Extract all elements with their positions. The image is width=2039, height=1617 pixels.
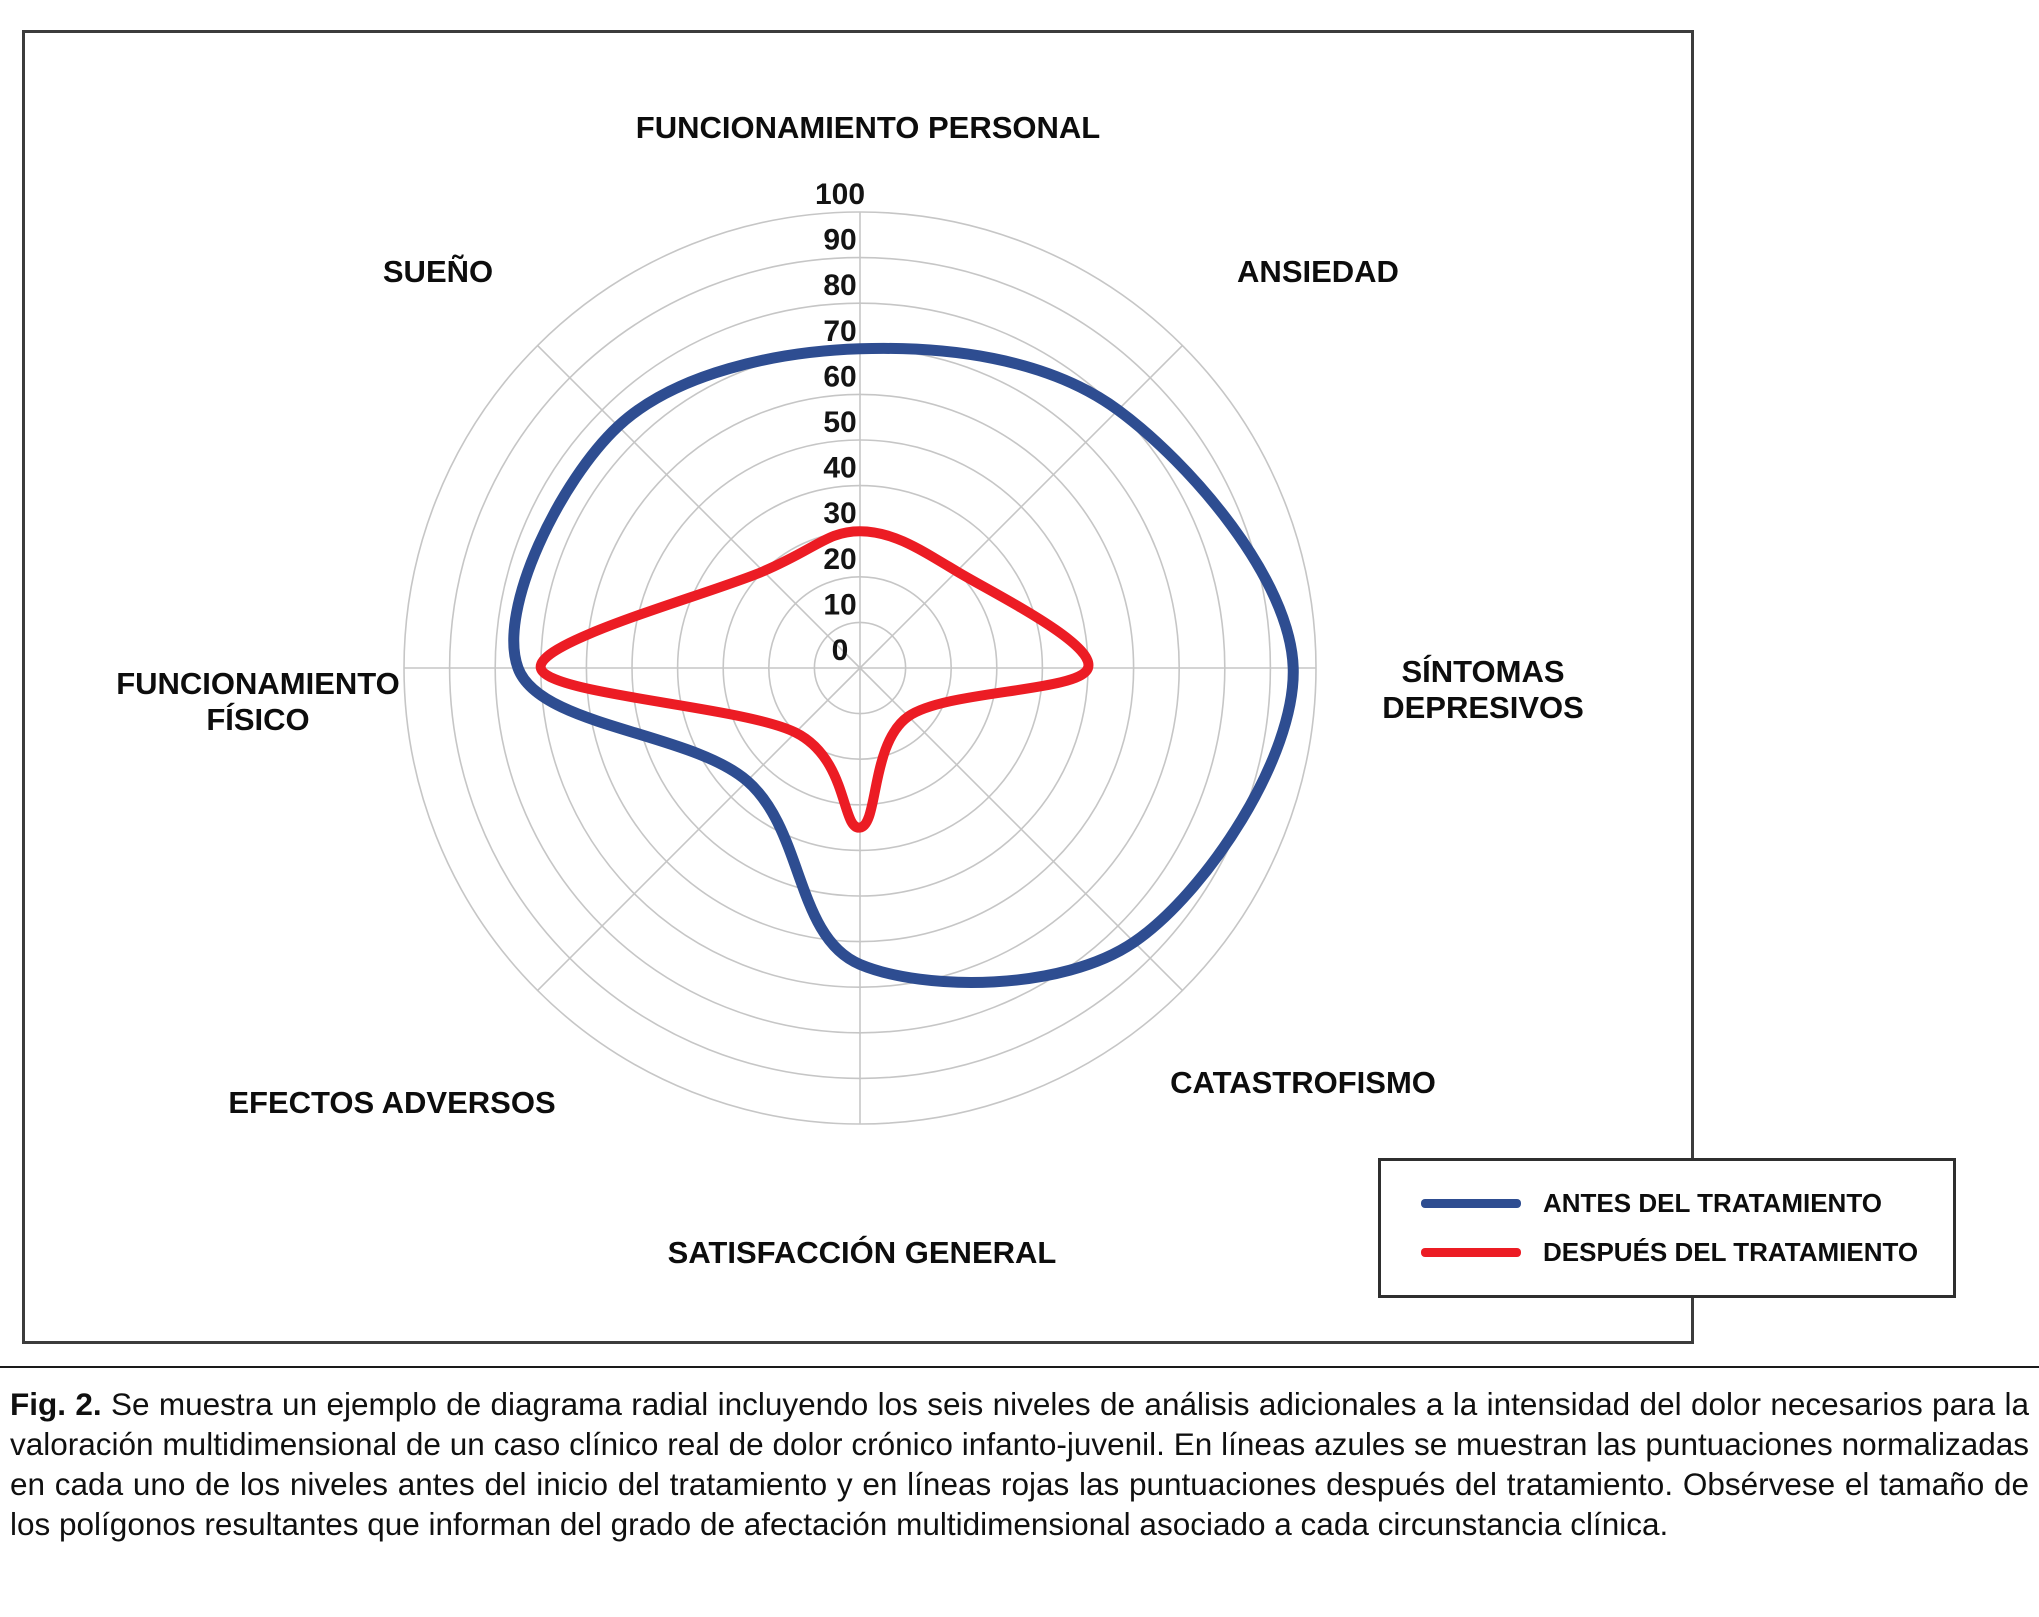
- legend: ANTES DEL TRATAMIENTO DESPUÉS DEL TRATAM…: [1378, 1158, 1956, 1298]
- radial-tick-label: 30: [823, 497, 856, 530]
- series-curve-antes: [508, 342, 1299, 988]
- figure-frame: [22, 30, 1694, 1344]
- caption-divider: [0, 1366, 2039, 1368]
- legend-swatch-antes-line: [1421, 1199, 1521, 1208]
- axis-label-ansiedad: ANSIEDAD: [1237, 254, 1399, 289]
- axis-label-funcionamiento-personal: FUNCIONAMIENTO PERSONAL: [635, 110, 1101, 145]
- radial-tick-label: 60: [823, 360, 856, 393]
- legend-entry-despues: DESPUÉS DEL TRATAMIENTO: [1421, 1237, 1953, 1268]
- axis-label-sueno: SUEÑO: [382, 254, 494, 289]
- grid-spoke: [537, 667, 861, 991]
- radial-tick-labels: 0 10 20 30 40 50 60 70 80 90 100: [815, 178, 865, 667]
- grid-spoke: [537, 345, 861, 669]
- series-curve-despues: [535, 526, 1094, 833]
- grid-spoke: [859, 667, 1183, 991]
- legend-swatch-despues-line: [1421, 1248, 1521, 1257]
- radial-tick-label: 100: [815, 178, 865, 211]
- legend-label-antes: ANTES DEL TRATAMIENTO: [1543, 1188, 1882, 1218]
- radial-tick-label: 10: [823, 588, 856, 621]
- axis-label-funcionamiento-fisico: FUNCIONAMIENTO FÍSICO: [116, 666, 400, 737]
- figure-caption: Fig. 2. Se muestra un ejemplo de diagram…: [10, 1384, 2029, 1544]
- axis-label-catastrofismo: CATASTROFISMO: [1170, 1065, 1436, 1100]
- radial-tick-label: 70: [823, 315, 856, 348]
- caption-figure-number: Fig. 2.: [10, 1386, 102, 1422]
- radial-tick-label: 40: [823, 452, 856, 485]
- caption-text: Se muestra un ejemplo de diagrama radial…: [10, 1386, 2029, 1542]
- axis-label-sintomas-depresivos: SÍNTOMAS DEPRESIVOS: [1382, 654, 1584, 725]
- axis-label-efectos-adversos: EFECTOS ADVERSOS: [228, 1085, 556, 1120]
- radial-tick-label: 20: [823, 543, 856, 576]
- radial-tick-label: 90: [823, 224, 856, 257]
- axis-label-satisfaccion-general: SATISFACCIÓN GENERAL: [667, 1235, 1057, 1270]
- radial-tick-label: 0: [832, 634, 849, 667]
- legend-entry-antes: ANTES DEL TRATAMIENTO: [1421, 1188, 1953, 1219]
- grid-spoke: [859, 345, 1183, 669]
- radial-tick-label: 50: [823, 406, 856, 439]
- legend-label-despues: DESPUÉS DEL TRATAMIENTO: [1543, 1237, 1919, 1267]
- radial-tick-label: 80: [823, 269, 856, 302]
